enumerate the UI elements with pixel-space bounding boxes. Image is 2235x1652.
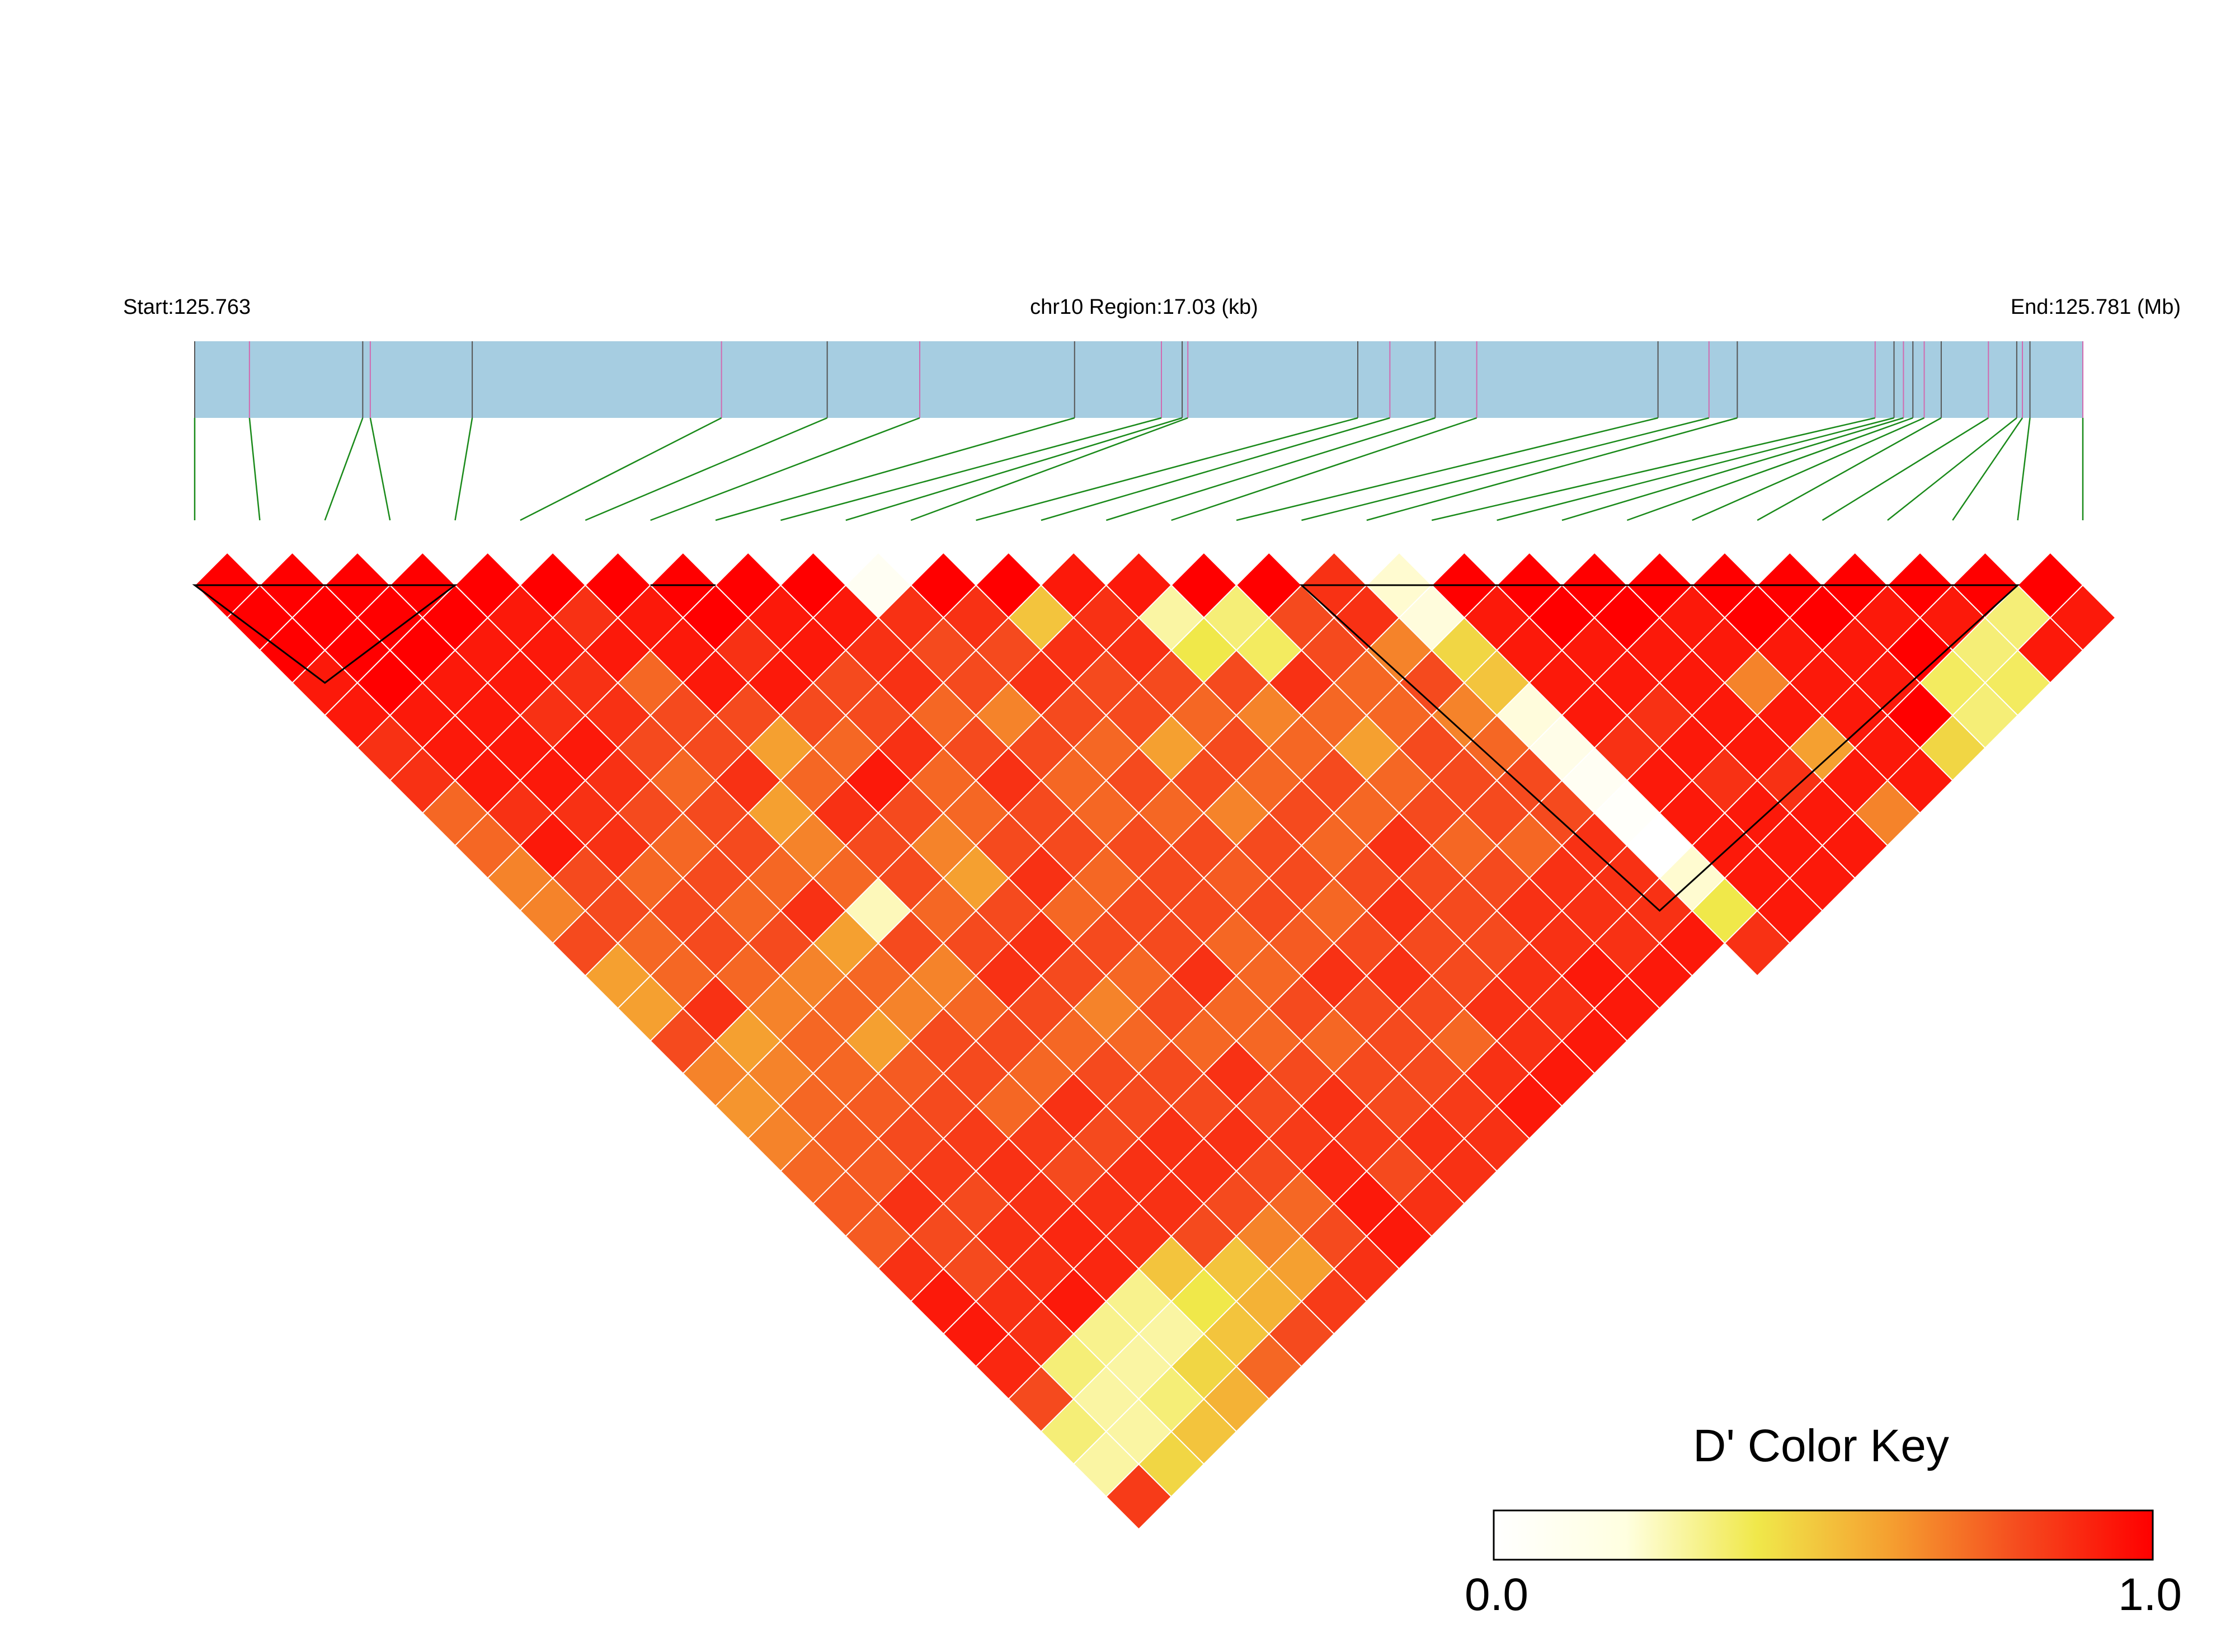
haplotype-block-outlines	[192, 584, 2020, 912]
color-key-bar	[1493, 1509, 2154, 1561]
region-end-label: End:125.781 (Mb)	[2011, 295, 2181, 319]
snp-connector	[454, 417, 473, 521]
snp-connector	[1822, 417, 1989, 521]
snp-connector	[1757, 417, 1942, 521]
region-start-label: Start:125.763	[123, 295, 251, 319]
snp-connector	[324, 417, 364, 521]
region-title: chr10 Region:17.03 (kb)	[1030, 295, 1258, 319]
snp-connector	[1497, 417, 1894, 521]
snp-connector	[1887, 417, 2017, 521]
snp-connector	[520, 417, 722, 521]
chromosome-track	[195, 341, 2083, 418]
snp-connector	[910, 417, 1188, 521]
snp-connector	[1626, 417, 1913, 521]
snp-connector	[1171, 417, 1478, 521]
snp-connector	[845, 417, 1183, 521]
snp-connector	[1105, 417, 1436, 521]
snp-connector	[715, 417, 1075, 521]
snp-connector	[1236, 417, 1658, 521]
snp-connector	[248, 417, 261, 521]
haplotype-block	[192, 584, 458, 684]
snp-connector	[369, 417, 391, 521]
color-key-min-label: 0.0	[1465, 1569, 1528, 1620]
snp-connector	[1301, 417, 1710, 521]
ld-triangle-cells	[194, 552, 2116, 1530]
snp-connector	[1041, 417, 1390, 521]
color-key-title: D' Color Key	[1693, 1420, 1949, 1471]
snp-connector	[1366, 417, 1738, 521]
snp-connector	[650, 417, 920, 521]
snp-connector	[1431, 417, 1876, 521]
snp-connector	[780, 417, 1162, 521]
color-key-max-label: 1.0	[2118, 1569, 2182, 1620]
ld-cell	[2049, 584, 2116, 651]
snp-connector	[2017, 417, 2031, 521]
snp-connector	[1952, 417, 2024, 521]
snp-connector-lines	[194, 417, 2084, 521]
snp-position-ticks	[194, 341, 2083, 418]
snp-connector	[1561, 417, 1904, 521]
snp-connector	[976, 417, 1358, 521]
haplotype-block	[1299, 584, 2020, 912]
snp-connector	[1692, 417, 1925, 521]
snp-connector	[585, 417, 828, 521]
